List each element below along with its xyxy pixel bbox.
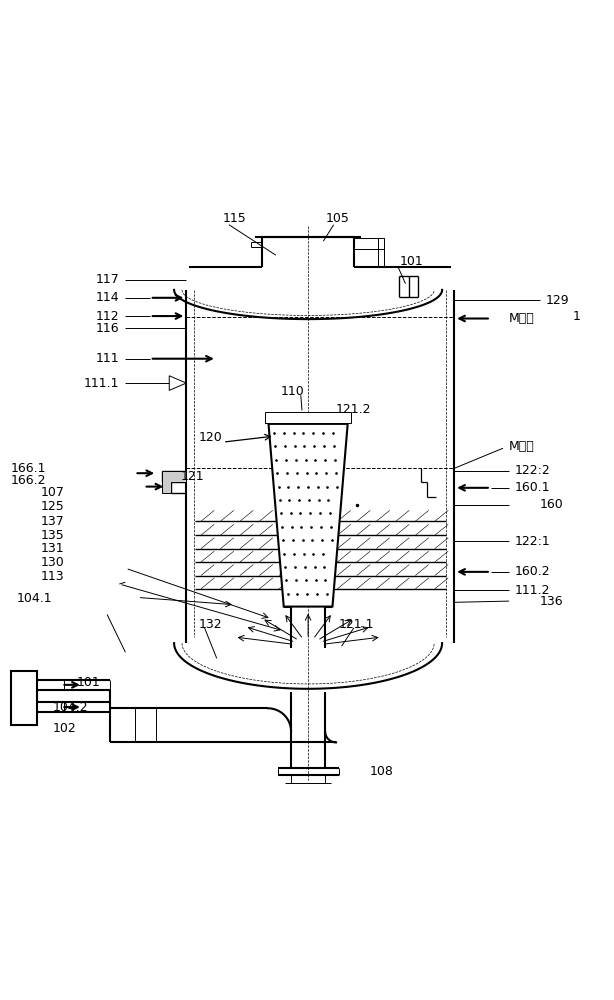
Text: 104.2: 104.2 [52,701,88,714]
Text: 125: 125 [41,500,64,513]
Text: 160.1: 160.1 [515,481,551,494]
Text: 113: 113 [41,570,64,583]
Text: 132: 132 [199,618,222,631]
Text: 101: 101 [77,676,101,689]
Text: 160.2: 160.2 [515,565,551,578]
Polygon shape [265,412,351,423]
Text: 116: 116 [96,322,119,335]
Text: 111: 111 [96,352,119,365]
Text: 120: 120 [199,431,222,444]
Text: 131: 131 [41,542,64,555]
Text: M开始: M开始 [509,312,535,325]
Text: 101: 101 [400,255,424,268]
Text: 160: 160 [540,498,563,511]
Text: 121: 121 [181,470,204,483]
Polygon shape [169,376,186,390]
Text: 137: 137 [41,515,64,528]
Text: 111.1: 111.1 [84,377,119,390]
Text: 130: 130 [41,556,64,569]
Text: 108: 108 [369,765,393,778]
Text: 1: 1 [573,310,581,323]
Text: 111.2: 111.2 [515,584,551,597]
Text: 107: 107 [41,486,64,499]
Text: 114: 114 [96,291,119,304]
Text: 102: 102 [52,722,76,735]
Text: 129: 129 [546,294,569,307]
Text: 135: 135 [41,529,64,542]
Text: 110: 110 [281,385,305,398]
Bar [11,671,37,725]
Text: 115: 115 [223,212,247,225]
Polygon shape [162,471,186,493]
Polygon shape [268,424,348,607]
Text: 105: 105 [325,212,349,225]
Text: M结束: M结束 [509,440,535,453]
Text: 121.2: 121.2 [335,403,371,416]
Text: 122:2: 122:2 [515,464,551,477]
Text: 122:1: 122:1 [515,535,551,548]
Text: 166.1: 166.1 [10,462,46,475]
Text: 117: 117 [96,273,119,286]
Text: 121.1: 121.1 [339,618,375,631]
Bar [354,238,384,266]
Text: 104.1: 104.1 [17,592,52,605]
Text: 112: 112 [96,310,119,323]
Text: 166.2: 166.2 [10,474,46,487]
Text: 136: 136 [540,595,563,608]
